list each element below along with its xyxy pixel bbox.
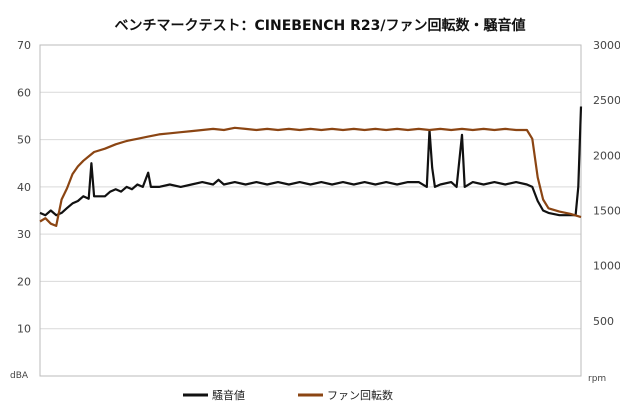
right-axis: 500 1000 1500 2000 2500 3000 [593,39,620,328]
left-tick-label: 10 [17,323,31,336]
right-axis-unit: rpm [588,374,606,384]
left-tick-label: 40 [17,181,31,194]
left-tick-label: 70 [17,39,31,52]
plot-border [39,44,582,377]
right-tick-label: 500 [593,315,614,328]
left-tick-label: 30 [17,228,31,241]
right-tick-label: 3000 [593,39,620,52]
series-line-2 [39,126,582,227]
left-tick-label: 60 [17,86,31,99]
left-axis: 10 20 30 40 50 60 70 [17,39,31,336]
legend-label-2: ファン回転数 [327,389,393,402]
right-tick-label: 2500 [593,94,620,107]
series-layer [39,106,583,227]
left-tick-label: 50 [17,134,31,147]
grid [40,44,581,330]
right-tick-label: 2000 [593,149,620,162]
left-axis-unit: dBA [10,371,29,381]
right-tick-label: 1500 [593,205,620,218]
legend: 騒音値 ファン回転数 [183,388,393,402]
chart-title: ベンチマークテスト：CINEBENCH R23/ファン回転数・騒音値 [115,17,526,34]
right-tick-label: 1000 [593,260,620,273]
legend-label-1: 騒音値 [212,388,245,402]
series-line-1 [39,106,583,217]
left-tick-label: 20 [17,275,31,288]
